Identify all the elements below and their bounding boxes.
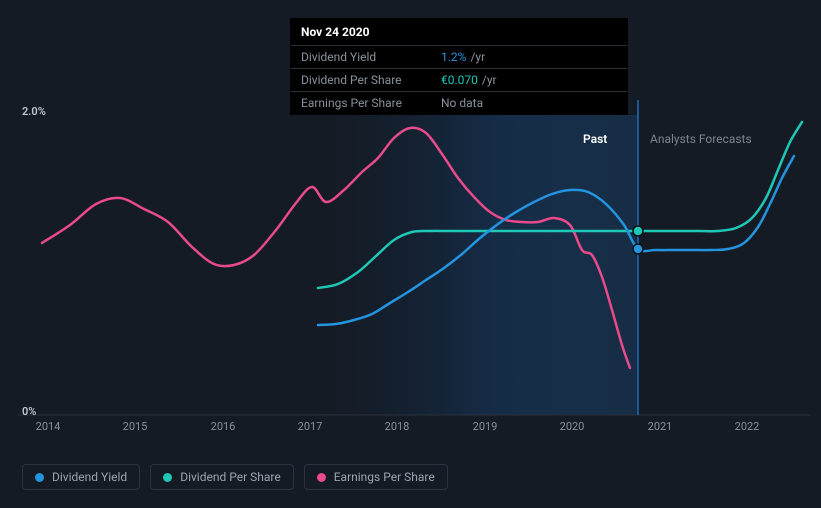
tooltip-row-unit: /yr [470, 50, 485, 64]
x-axis-label: 2022 [735, 420, 760, 433]
tooltip-date: Nov 24 2020 [291, 19, 627, 46]
legend-dot-icon [317, 473, 326, 482]
region-label: Analysts Forecasts [650, 132, 752, 146]
tooltip-row-value: 1.2% [441, 50, 466, 64]
x-axis-label: 2020 [560, 420, 585, 433]
hover-tooltip: Nov 24 2020 Dividend Yield1.2%/yrDividen… [290, 18, 628, 115]
x-axis-label: 2021 [648, 420, 673, 433]
x-axis-label: 2014 [36, 420, 61, 433]
tooltip-row: Dividend Yield1.2% /yr [291, 46, 627, 69]
x-axis-label: 2019 [473, 420, 498, 433]
tooltip-row-unit: /yr [482, 73, 497, 87]
y-axis-label: 0% [22, 405, 36, 418]
tooltip-row-label: Earnings Per Share [301, 96, 441, 110]
tooltip-rows: Dividend Yield1.2%/yrDividend Per Share€… [291, 46, 627, 114]
chart-area: 2.0% 0%2014 2015 2016 2017 2018 2019 2020 2021 20… [18, 100, 811, 438]
y-axis-label: 2.0% [22, 105, 46, 118]
legend-label: Dividend Per Share [180, 470, 281, 484]
legend-item[interactable]: Dividend Yield [22, 464, 140, 490]
region-label: Past [583, 132, 607, 146]
tooltip-row: Dividend Per Share€0.070/yr [291, 69, 627, 92]
legend-label: Dividend Yield [52, 470, 127, 484]
legend-dot-icon [163, 473, 172, 482]
x-axis-label: 2016 [211, 420, 236, 433]
x-axis-label: 2015 [123, 420, 148, 433]
tooltip-row-value: No data [441, 96, 483, 110]
x-axis-label: 2017 [298, 420, 323, 433]
chart-svg [18, 100, 811, 468]
tooltip-row-label: Dividend Per Share [301, 73, 441, 87]
legend-item[interactable]: Dividend Per Share [150, 464, 294, 490]
x-axis-label: 2018 [385, 420, 410, 433]
legend-label: Earnings Per Share [334, 470, 435, 484]
legend-item[interactable]: Earnings Per Share [304, 464, 448, 490]
tooltip-row-value: €0.070 [441, 73, 478, 87]
tooltip-row: Earnings Per ShareNo data [291, 92, 627, 114]
legend-dot-icon [35, 473, 44, 482]
legend: Dividend Yield Dividend Per Share Earnings… [22, 464, 448, 490]
tooltip-row-label: Dividend Yield [301, 50, 441, 64]
